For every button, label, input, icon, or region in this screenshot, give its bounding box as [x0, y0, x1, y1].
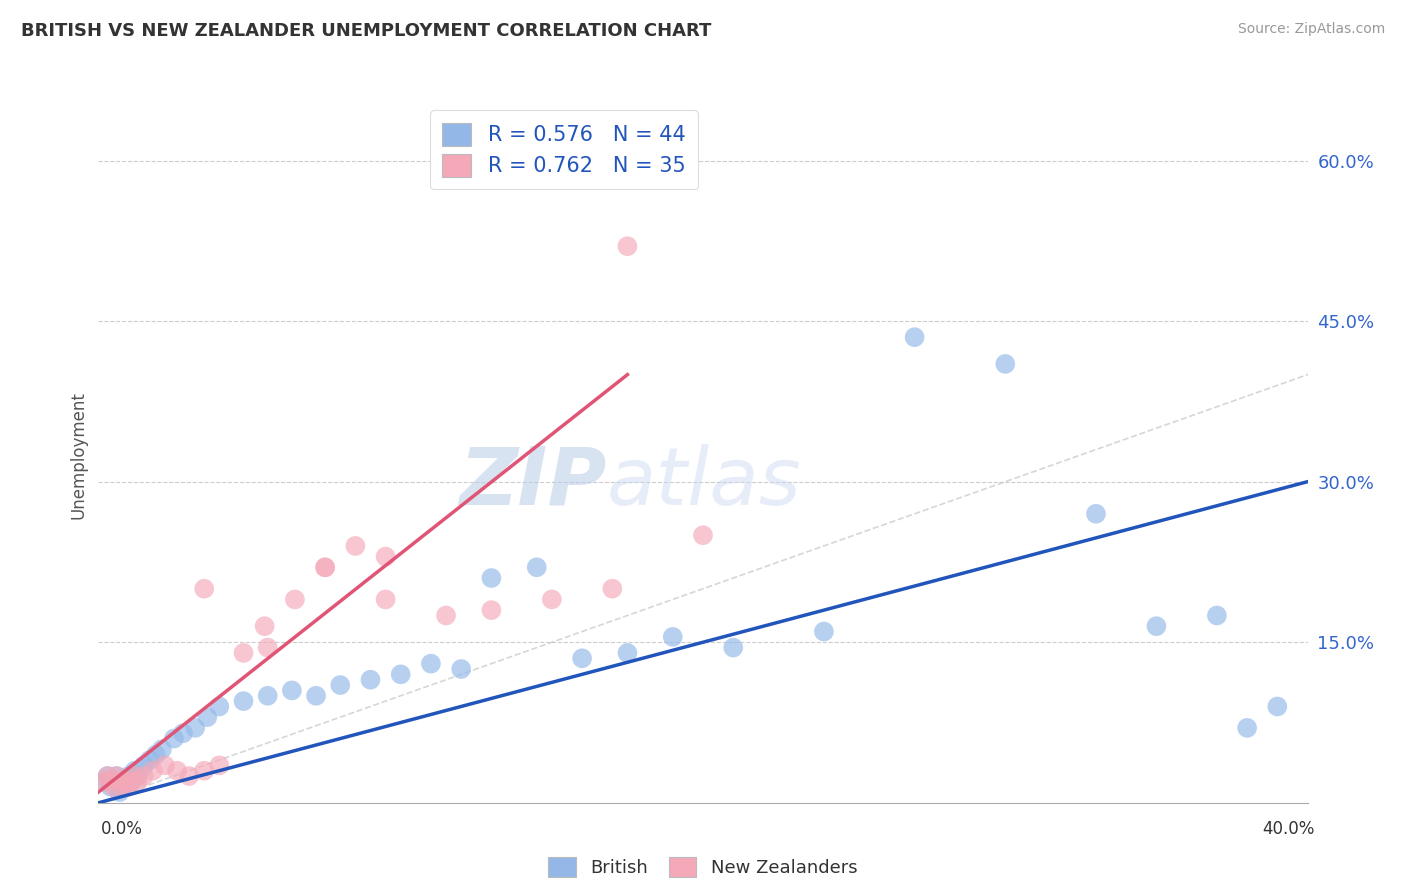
Text: ZIP: ZIP — [458, 443, 606, 522]
Point — [360, 673, 382, 687]
Point — [314, 560, 336, 574]
Point — [127, 769, 149, 783]
Point — [284, 592, 307, 607]
Point — [163, 731, 186, 746]
Point — [813, 624, 835, 639]
Point — [253, 619, 276, 633]
Point — [132, 758, 155, 772]
Point — [208, 758, 231, 772]
Legend: British, New Zealanders: British, New Zealanders — [541, 850, 865, 884]
Point — [374, 592, 396, 607]
Point — [111, 780, 134, 794]
Point — [105, 769, 128, 783]
Point — [96, 769, 118, 783]
Point — [100, 774, 122, 789]
Point — [904, 330, 927, 344]
Point — [100, 780, 122, 794]
Text: atlas: atlas — [606, 443, 801, 522]
Point — [172, 726, 194, 740]
Y-axis label: Unemployment: Unemployment — [69, 391, 87, 519]
Point — [153, 758, 176, 772]
Point — [108, 785, 131, 799]
Point — [93, 774, 115, 789]
Point — [142, 764, 165, 778]
Point — [314, 560, 336, 574]
Point — [1206, 608, 1229, 623]
Point — [145, 747, 167, 762]
Point — [103, 774, 125, 789]
Point — [121, 774, 143, 789]
Point — [193, 582, 215, 596]
Point — [721, 640, 744, 655]
Point — [450, 662, 472, 676]
Point — [481, 571, 503, 585]
Point — [1144, 619, 1167, 633]
Point — [1265, 699, 1288, 714]
Point — [103, 780, 125, 794]
Point — [526, 560, 548, 574]
Point — [177, 769, 201, 783]
Point — [616, 646, 638, 660]
Point — [571, 651, 593, 665]
Point — [305, 689, 328, 703]
Point — [96, 769, 118, 783]
Point — [1236, 721, 1258, 735]
Point — [232, 646, 254, 660]
Point — [105, 769, 128, 783]
Point — [184, 721, 207, 735]
Point — [281, 683, 304, 698]
Point — [111, 780, 134, 794]
Point — [93, 774, 115, 789]
Point — [124, 769, 146, 783]
Point — [132, 769, 155, 783]
Point — [118, 780, 141, 794]
Point — [661, 630, 683, 644]
Point — [1085, 507, 1108, 521]
Text: Source: ZipAtlas.com: Source: ZipAtlas.com — [1237, 22, 1385, 37]
Point — [419, 657, 441, 671]
Point — [329, 678, 352, 692]
Point — [994, 357, 1017, 371]
Point — [118, 769, 141, 783]
Point — [232, 694, 254, 708]
Point — [616, 239, 638, 253]
Point — [481, 603, 503, 617]
Point — [602, 582, 624, 596]
Point — [121, 774, 143, 789]
Text: 0.0%: 0.0% — [101, 820, 143, 838]
Point — [344, 539, 367, 553]
Point — [124, 764, 146, 778]
Point — [150, 742, 173, 756]
Text: 40.0%: 40.0% — [1263, 820, 1315, 838]
Point — [108, 774, 131, 789]
Point — [139, 753, 162, 767]
Point — [166, 764, 188, 778]
Point — [434, 608, 457, 623]
Point — [195, 710, 218, 724]
Point — [256, 689, 278, 703]
Point — [193, 764, 215, 778]
Point — [114, 774, 136, 789]
Point — [208, 699, 231, 714]
Point — [540, 592, 562, 607]
Point — [374, 549, 396, 564]
Point — [256, 640, 278, 655]
Text: BRITISH VS NEW ZEALANDER UNEMPLOYMENT CORRELATION CHART: BRITISH VS NEW ZEALANDER UNEMPLOYMENT CO… — [21, 22, 711, 40]
Point — [127, 774, 149, 789]
Point — [692, 528, 714, 542]
Point — [389, 667, 412, 681]
Point — [114, 774, 136, 789]
